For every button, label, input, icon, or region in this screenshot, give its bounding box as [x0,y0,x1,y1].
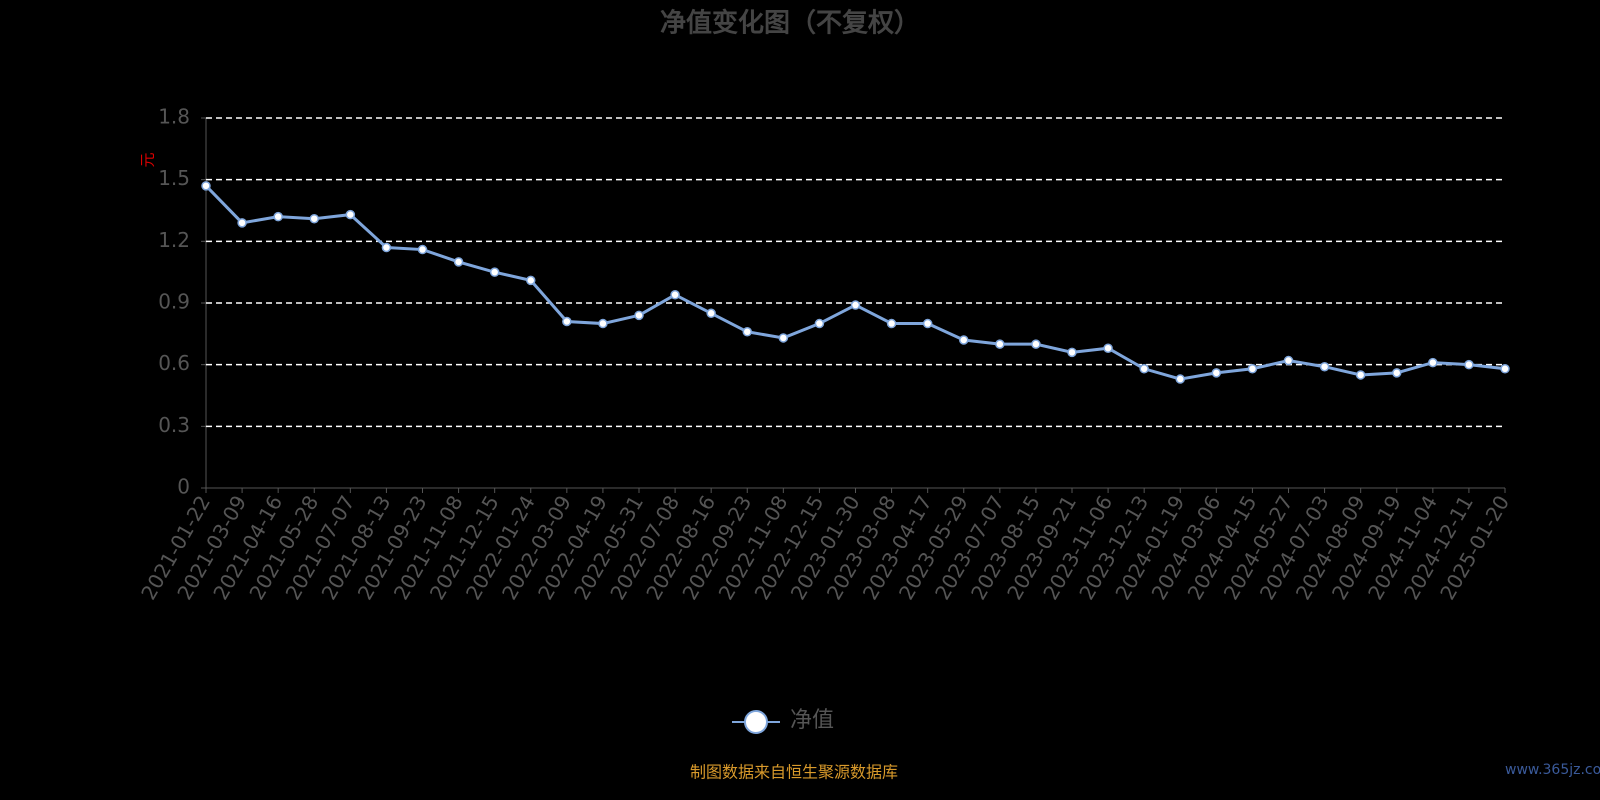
point [1319,361,1330,372]
point [417,244,428,255]
y-tick-label: 1.2 [158,228,190,252]
point [922,318,933,329]
point [345,209,356,220]
point [742,327,752,337]
point [1139,364,1149,374]
point [1031,339,1041,349]
source-note: 制图数据来自恒生聚源数据库 [690,763,898,782]
point [1211,368,1222,378]
point [886,318,897,329]
y-tick-label: 0.9 [158,290,190,314]
point [381,242,392,253]
point [814,318,825,329]
point [309,213,319,224]
legend-label: 净值 [790,708,834,733]
point [706,308,716,319]
point [526,275,536,286]
point [237,218,247,228]
point [1283,355,1294,366]
y-unit: 元 [139,152,157,167]
y-tick-label: 1.5 [158,166,190,190]
watermark: www.365jz.com [1505,762,1600,778]
point [273,211,283,222]
y-tick-label: 1.8 [158,105,190,129]
point [850,300,861,310]
series-line [204,184,1506,381]
chart-title: 净值变化图（不复权） [660,8,920,39]
point [1392,368,1402,378]
legend-marker [744,710,768,734]
point [778,333,789,343]
point [598,318,608,329]
point [1247,364,1258,374]
point [670,290,680,300]
point [562,316,572,327]
point [995,339,1005,349]
point [1355,370,1366,380]
point [1175,374,1185,384]
point [959,335,969,345]
point [1067,347,1077,358]
point [1464,359,1474,370]
y-tick-label: 0.3 [158,413,190,437]
point [1103,343,1113,353]
y-tick-label: 0 [177,475,190,499]
point [1428,357,1438,368]
point [201,181,211,191]
point [453,257,464,267]
point [1500,364,1510,374]
point [634,310,644,321]
point [489,267,500,277]
y-tick-label: 0.6 [158,351,190,375]
